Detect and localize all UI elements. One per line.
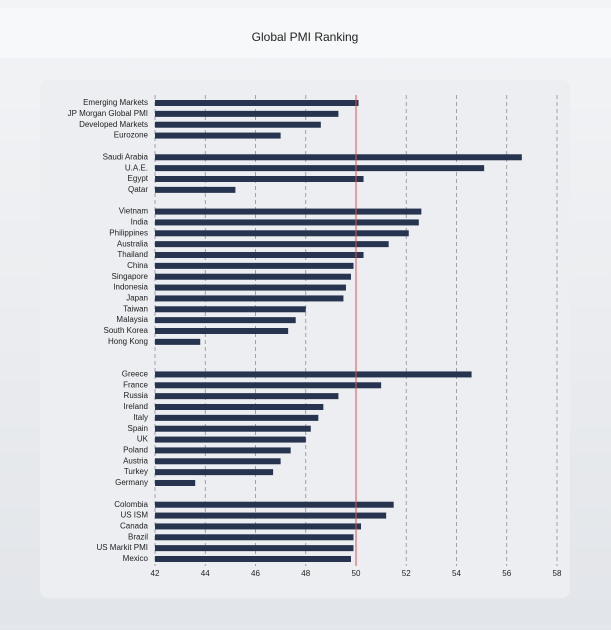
y-tick-label: Turkey bbox=[124, 467, 148, 476]
bar bbox=[155, 121, 321, 128]
y-tick-label: Developed Markets bbox=[79, 120, 148, 129]
y-tick-label: US ISM bbox=[120, 511, 148, 520]
y-tick-label: Eurozone bbox=[114, 131, 149, 140]
bar bbox=[155, 458, 281, 465]
bar bbox=[155, 479, 196, 486]
y-tick-label: China bbox=[127, 261, 148, 270]
bar bbox=[155, 371, 472, 378]
bar bbox=[155, 317, 296, 324]
bar bbox=[155, 436, 306, 443]
y-tick-label: France bbox=[123, 380, 148, 389]
bar bbox=[155, 447, 291, 454]
bar bbox=[155, 110, 339, 117]
header bbox=[0, 8, 611, 58]
y-tick-label: Mexico bbox=[123, 554, 149, 563]
bar bbox=[155, 469, 274, 476]
y-tick-label: Singapore bbox=[112, 272, 149, 281]
y-tick-label: Philippines bbox=[109, 228, 148, 237]
y-tick-label: Brazil bbox=[128, 532, 148, 541]
bar bbox=[155, 165, 485, 172]
y-tick-label: India bbox=[131, 218, 149, 227]
y-tick-label: Austria bbox=[123, 456, 148, 465]
y-tick-label: Japan bbox=[126, 294, 148, 303]
y-tick-label: Thailand bbox=[117, 250, 148, 259]
y-tick-label: Malaysia bbox=[116, 315, 148, 324]
bar bbox=[155, 251, 364, 258]
bar bbox=[155, 262, 354, 269]
x-tick-label: 48 bbox=[301, 569, 310, 578]
bar bbox=[155, 306, 306, 313]
y-tick-label: Canada bbox=[120, 522, 149, 531]
y-tick-label: U.A.E. bbox=[125, 163, 148, 172]
bar bbox=[155, 425, 311, 432]
y-tick-label: Poland bbox=[123, 446, 148, 455]
y-tick-label: Italy bbox=[133, 413, 148, 422]
bar bbox=[155, 132, 281, 139]
y-tick-label: Indonesia bbox=[113, 283, 148, 292]
x-tick-label: 46 bbox=[251, 569, 260, 578]
bar bbox=[155, 393, 339, 400]
bar bbox=[155, 501, 394, 508]
x-tick-label: 56 bbox=[502, 569, 511, 578]
x-tick-label: 44 bbox=[201, 569, 210, 578]
bar bbox=[155, 523, 362, 530]
bar bbox=[155, 230, 409, 237]
y-tick-label: JP Morgan Global PMI bbox=[68, 109, 148, 118]
y-tick-label: Saudi Arabia bbox=[103, 152, 149, 161]
y-tick-label: Ireland bbox=[124, 402, 148, 411]
bar bbox=[155, 545, 354, 552]
x-tick-label: 58 bbox=[553, 569, 562, 578]
y-tick-label: South Korea bbox=[104, 326, 149, 335]
chart-title: Global PMI Ranking bbox=[252, 30, 359, 44]
bar bbox=[155, 284, 346, 291]
bar bbox=[155, 208, 422, 215]
y-tick-label: UK bbox=[137, 435, 149, 444]
y-tick-label: Hong Kong bbox=[108, 337, 148, 346]
bar bbox=[155, 382, 382, 389]
bar bbox=[155, 273, 351, 280]
bar bbox=[155, 534, 354, 541]
bar bbox=[155, 555, 351, 562]
bar bbox=[155, 186, 236, 193]
bar bbox=[155, 219, 419, 226]
bar bbox=[155, 295, 344, 302]
y-tick-label: Emerging Markets bbox=[83, 98, 148, 107]
y-tick-label: Germany bbox=[115, 478, 148, 487]
bar bbox=[155, 241, 389, 248]
x-tick-label: 50 bbox=[352, 569, 361, 578]
bar bbox=[155, 403, 324, 410]
bar bbox=[155, 175, 364, 182]
bar bbox=[155, 154, 522, 161]
y-tick-label: Spain bbox=[128, 424, 148, 433]
y-tick-label: US Markit PMI bbox=[96, 543, 148, 552]
x-tick-label: 42 bbox=[151, 569, 160, 578]
bar bbox=[155, 338, 201, 345]
x-tick-label: 52 bbox=[402, 569, 411, 578]
bar bbox=[155, 100, 359, 106]
bar bbox=[155, 327, 289, 334]
y-tick-label: Egypt bbox=[128, 174, 149, 183]
bar bbox=[155, 512, 387, 519]
y-tick-label: Vietnam bbox=[119, 207, 149, 216]
y-tick-label: Colombia bbox=[114, 500, 148, 509]
y-tick-label: Taiwan bbox=[123, 304, 148, 313]
y-tick-label: Australia bbox=[117, 239, 149, 248]
y-tick-label: Russia bbox=[124, 391, 149, 400]
bar bbox=[155, 414, 319, 421]
y-tick-label: Greece bbox=[122, 370, 149, 379]
y-tick-label: Qatar bbox=[128, 185, 148, 194]
x-tick-label: 54 bbox=[452, 569, 461, 578]
